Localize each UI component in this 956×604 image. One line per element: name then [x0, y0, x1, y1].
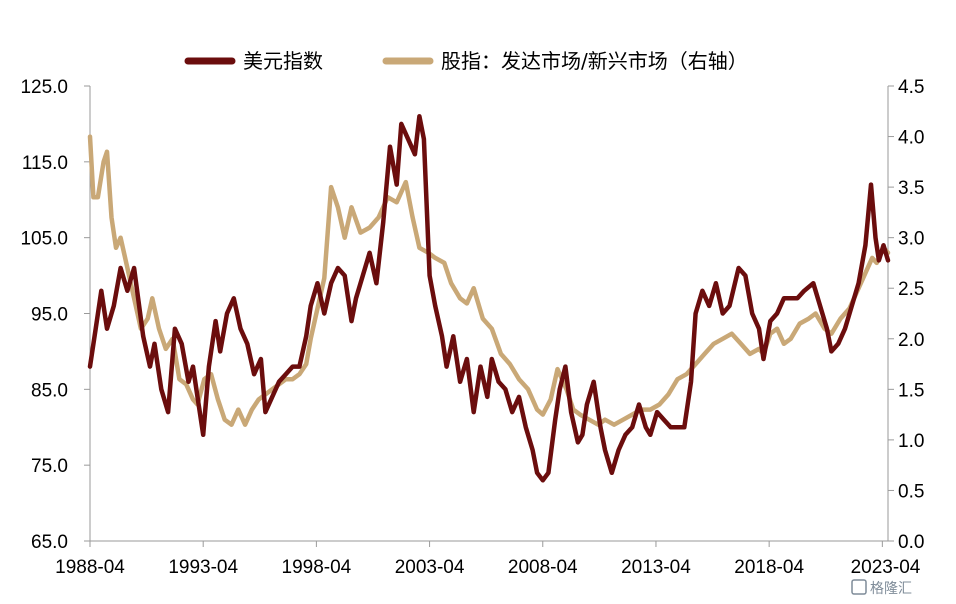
x-tick-label: 2023-04 [851, 557, 921, 578]
y-right-tick-label: 1.5 [898, 380, 924, 401]
y-right-tick-label: 3.0 [898, 229, 924, 250]
y-axis-left: 65.0 75.0 85.0 95.0 105.0 115.0 125.0 [20, 77, 91, 553]
y-left-tick-label: 75.0 [31, 456, 68, 477]
legend: 美元指数 股指：发达市场/新兴市场（右轴） [184, 49, 748, 73]
y-left-tick-label: 65.0 [31, 532, 68, 553]
y-left-tick-label: 125.0 [20, 77, 68, 98]
y-right-tick-label: 2.0 [898, 330, 924, 351]
legend-label-usd-index: 美元指数 [243, 49, 323, 73]
series-line-dm-em-ratio [87, 134, 891, 427]
legend-label-dm-em-ratio: 股指：发达市场/新兴市场（右轴） [441, 49, 748, 73]
watermark: 格隆汇 [851, 579, 912, 597]
plot-area [87, 114, 891, 483]
y-right-tick-label: 1.0 [898, 431, 924, 452]
x-tick-label: 1993-04 [168, 557, 238, 578]
y-axis-right: 0.0 0.5 1.0 1.5 2.0 2.5 3.0 3.5 4.0 4.5 [887, 77, 924, 553]
y-right-tick-label: 3.5 [898, 178, 924, 199]
watermark-text: 格隆汇 [870, 581, 912, 597]
x-tick-label: 1988-04 [55, 557, 125, 578]
y-right-tick-label: 0.5 [898, 481, 924, 502]
series-line-usd-index [87, 114, 891, 483]
y-right-tick-label: 0.0 [898, 532, 924, 553]
x-axis: 1988-04 1993-04 1998-04 2003-04 2008-04 2013-… [55, 540, 921, 578]
x-tick-label: 2013-04 [621, 557, 691, 578]
y-left-tick-label: 85.0 [31, 380, 68, 401]
x-tick-label: 2018-04 [734, 557, 804, 578]
x-tick-label: 2003-04 [395, 557, 465, 578]
y-left-tick-label: 105.0 [20, 229, 68, 250]
x-tick-label: 1998-04 [282, 557, 352, 578]
y-left-tick-label: 95.0 [31, 305, 68, 326]
y-right-tick-label: 4.5 [898, 77, 924, 98]
x-tick-label: 2008-04 [508, 557, 578, 578]
y-right-tick-label: 4.0 [898, 128, 924, 149]
y-right-tick-label: 2.5 [898, 279, 924, 300]
y-left-tick-label: 115.0 [22, 153, 68, 174]
